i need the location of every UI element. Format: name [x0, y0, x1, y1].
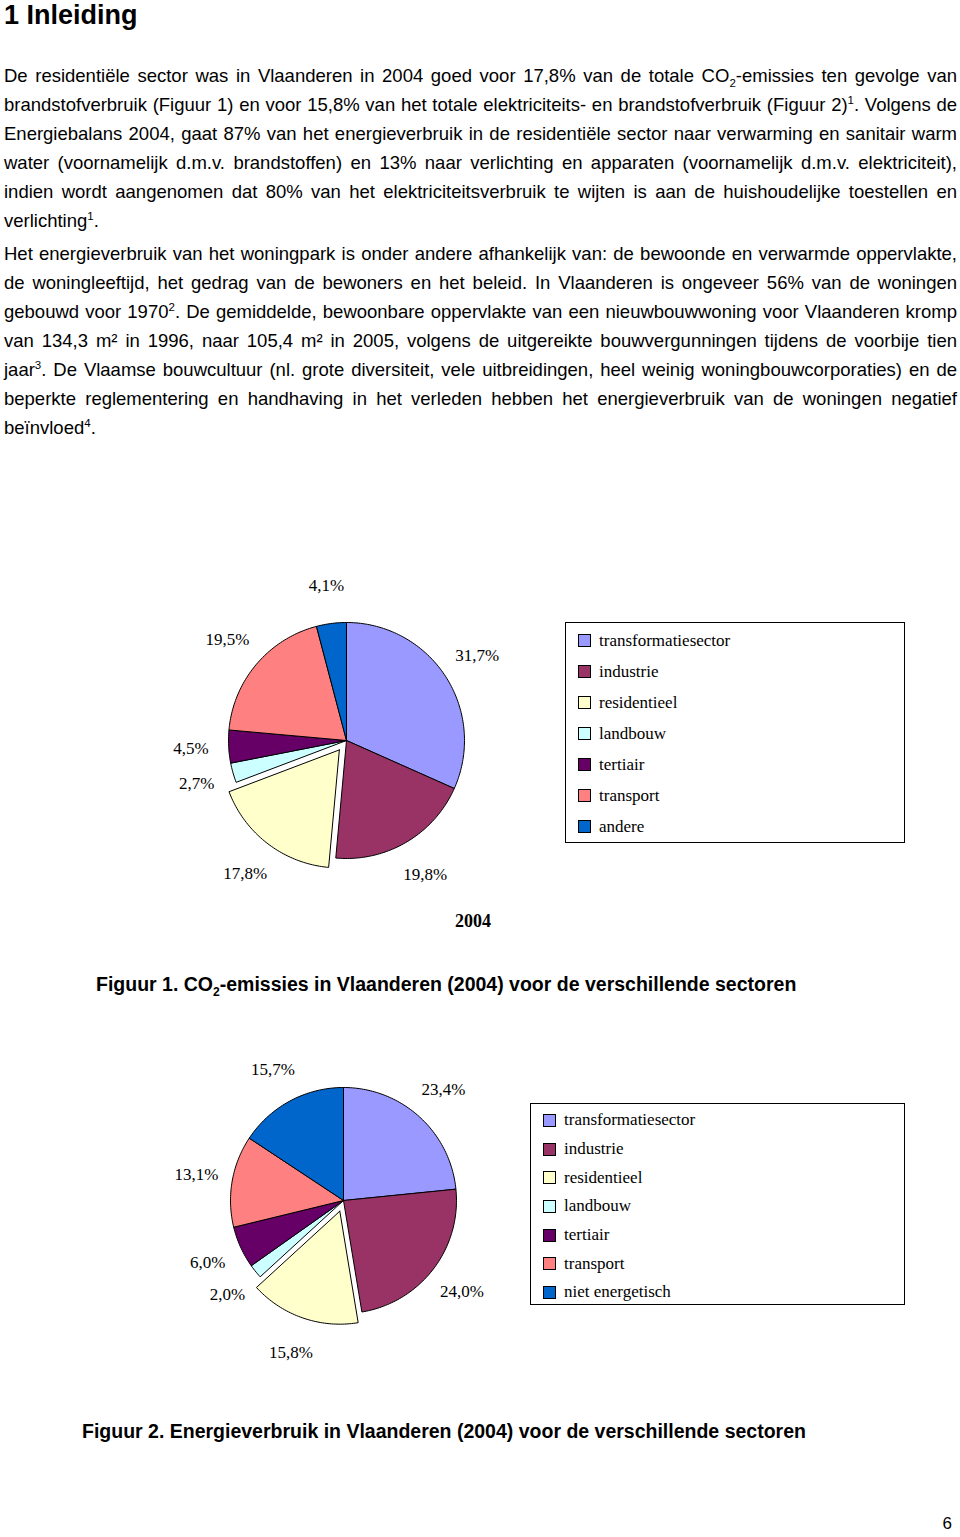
html-text:Het energieverbruik van het wo: Het energieverbruik van het woningpark i… [4, 243, 957, 438]
html-text:andere: andere [599, 816, 645, 836]
html-text:residentieel: residentieel [564, 1167, 643, 1187]
html-text:niet energetisch: niet energetisch [564, 1282, 671, 1302]
html-text:transport: transport [564, 1253, 625, 1273]
html-text:De residentiële sector was in: De residentiële sector was in Vlaanderen… [4, 65, 957, 231]
svg-text:15,7%: 15,7% [251, 1060, 295, 1079]
svg-text:4,5%: 4,5% [173, 739, 208, 758]
svg-text:13,1%: 13,1% [175, 1165, 219, 1184]
html-text:residentieel: residentieel [599, 692, 678, 712]
html-text:tertiair: tertiair [599, 754, 645, 774]
html-text:2004: 2004 [455, 911, 491, 931]
svg-text:19,8%: 19,8% [403, 865, 447, 884]
svg-text:15,8%: 15,8% [269, 1343, 313, 1362]
svg-text:4,1%: 4,1% [309, 576, 344, 595]
html-text:Figuur 1. CO2-emissies in Vlaa: Figuur 1. CO2-emissies in Vlaanderen (20… [96, 973, 797, 999]
svg-text:23,4%: 23,4% [422, 1080, 466, 1099]
html-text:industrie: industrie [564, 1139, 624, 1158]
html-text:1 Inleiding: 1 Inleiding [4, 0, 138, 30]
html-text:landbouw: landbouw [599, 723, 666, 743]
svg-text:24,0%: 24,0% [440, 1282, 484, 1301]
svg-text:2,0%: 2,0% [210, 1285, 245, 1304]
svg-text:6,0%: 6,0% [190, 1253, 225, 1272]
html-text:transport: transport [599, 785, 660, 805]
svg-text:19,5%: 19,5% [206, 630, 250, 649]
svg-text:17,8%: 17,8% [223, 864, 267, 883]
html-text:industrie: industrie [599, 661, 659, 681]
html-text:tertiair: tertiair [564, 1225, 610, 1245]
html-text:Figuur 2. Energieverbruik in V: Figuur 2. Energieverbruik in Vlaanderen … [82, 1420, 806, 1442]
html-text:transformatiesector: transformatiesector [564, 1110, 696, 1130]
html-text:landbouw: landbouw [564, 1196, 631, 1216]
svg-text:2,7%: 2,7% [179, 774, 214, 793]
html-text:6: 6 [942, 1514, 952, 1533]
html-text:transformatiesector: transformatiesector [599, 630, 731, 650]
svg-text:31,7%: 31,7% [455, 646, 499, 665]
